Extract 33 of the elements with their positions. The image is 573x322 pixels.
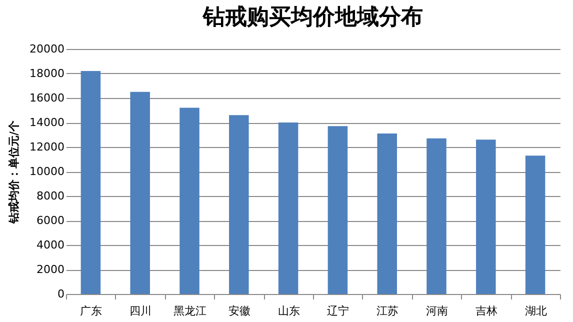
x-tick-label: 广东 xyxy=(80,304,102,318)
x-tick-label: 安徽 xyxy=(228,304,250,318)
x-tick-label: 湖北 xyxy=(524,304,547,318)
x-tick-label: 辽宁 xyxy=(327,304,350,318)
y-axis-title: 钻戒均价：单位元/个 xyxy=(8,120,21,225)
bar xyxy=(328,126,348,294)
x-tick-label: 四川 xyxy=(130,304,152,318)
x-tick-label: 山东 xyxy=(278,304,300,318)
x-tick-label: 江苏 xyxy=(376,304,399,318)
y-tick-label: 10000 xyxy=(30,165,64,178)
bar xyxy=(180,108,200,294)
y-tick-label: 20000 xyxy=(30,42,64,56)
x-tick-label: 河南 xyxy=(426,304,448,318)
bar xyxy=(426,138,446,294)
y-tick-label: 4000 xyxy=(36,238,64,252)
chart-title: 钻戒购买均价地域分布 xyxy=(202,5,423,30)
bar xyxy=(476,140,496,294)
bar xyxy=(130,92,150,294)
y-tick-label: 18000 xyxy=(30,67,64,80)
y-tick-label: 12000 xyxy=(30,140,64,154)
y-tick-label: 8000 xyxy=(36,190,64,202)
y-tick-label: 6000 xyxy=(36,214,64,227)
bar xyxy=(229,115,249,294)
y-tick-label: 2000 xyxy=(36,263,64,276)
bar xyxy=(525,156,546,294)
bar xyxy=(377,134,397,294)
y-tick-label: 14000 xyxy=(30,116,64,129)
x-tick-label: 黑龙江 xyxy=(174,304,206,318)
bar xyxy=(80,71,101,294)
y-tick-label: 0 xyxy=(58,288,64,300)
y-tick-label: 16000 xyxy=(30,92,64,104)
x-tick-label: 吉林 xyxy=(475,304,498,318)
bar xyxy=(278,122,298,294)
